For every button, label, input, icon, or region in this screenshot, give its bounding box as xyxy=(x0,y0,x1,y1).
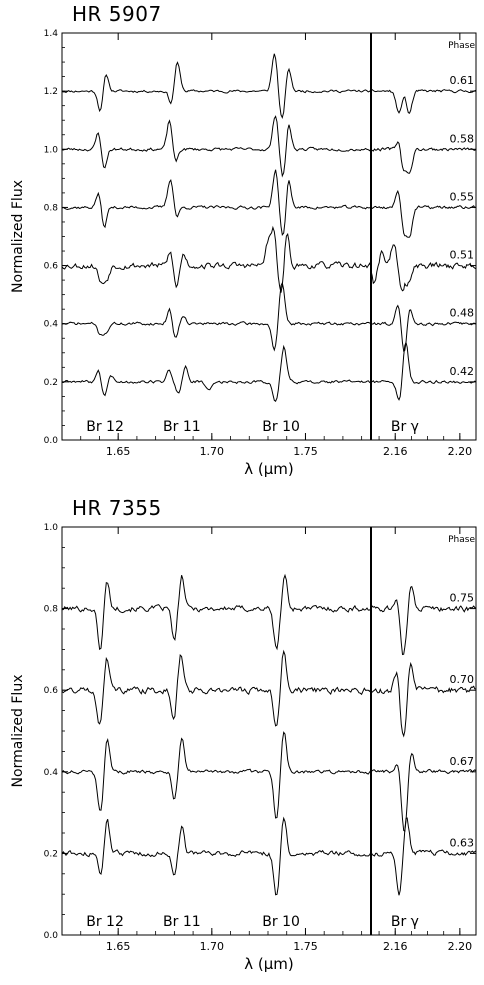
chart-title-hr7355: HR 7355 xyxy=(72,496,162,520)
spectrum-line-phase-0.55 xyxy=(61,169,477,238)
phase-header: Phase xyxy=(448,41,475,51)
spectrum-line-phase-0.75 xyxy=(61,573,477,656)
phase-label: 0.51 xyxy=(450,249,475,262)
x-tick-label: 1.75 xyxy=(293,445,318,458)
spectrum-line-phase-0.63 xyxy=(61,816,477,896)
line-id-label: Br 12 xyxy=(86,419,124,435)
line-id-label: Br 11 xyxy=(163,914,201,930)
x-tick-label: 2.20 xyxy=(448,445,473,458)
y-axis-label: Normalized Flux xyxy=(10,180,26,293)
x-tick-label: 1.75 xyxy=(293,940,318,953)
plot-hr7355: 0.0 0.2 0.4 0.6 0.8 1.0 1.65 1.70 1.75 2.16 2.20 No… xyxy=(10,523,477,973)
plot-hr5907: 0.0 0.2 0.4 0.6 0.8 1.0 1.2 1.4 1.65 1.70 1.75 2.16… xyxy=(10,29,477,478)
y-tick-label: 0.8 xyxy=(44,203,59,213)
y-tick-label: 1.2 xyxy=(44,87,58,97)
x-tick-label: 1.70 xyxy=(200,940,225,953)
spectrum-line-phase-0.70 xyxy=(61,649,477,738)
line-id-label: Br 10 xyxy=(262,419,300,435)
x-tick-label: 1.65 xyxy=(106,445,131,458)
phase-label: 0.61 xyxy=(450,74,475,87)
y-tick-label: 0.8 xyxy=(44,605,59,615)
phase-header: Phase xyxy=(448,535,475,545)
line-id-label: Br γ xyxy=(391,419,419,435)
y-tick-label: 0.4 xyxy=(44,768,59,778)
phase-label: 0.63 xyxy=(450,836,475,849)
y-axis-label: Normalized Flux xyxy=(10,675,26,788)
phase-label: 0.67 xyxy=(450,755,475,768)
y-tick-label: 0.0 xyxy=(44,931,59,941)
y-tick-label: 0.6 xyxy=(44,262,59,272)
y-tick-label: 1.0 xyxy=(44,523,59,533)
x-tick-label: 1.70 xyxy=(200,445,225,458)
plot-frame xyxy=(61,526,477,936)
y-tick-label: 0.0 xyxy=(44,436,59,446)
x-tick-label: 2.16 xyxy=(383,940,408,953)
phase-label: 0.75 xyxy=(450,592,475,605)
x-axis-label: λ (μm) xyxy=(244,460,294,478)
y-tick-label: 0.6 xyxy=(44,686,59,696)
spectrum-line-phase-0.51 xyxy=(61,225,477,293)
spectrum-line-phase-0.61 xyxy=(61,53,477,119)
spectrum-line-phase-0.58 xyxy=(61,115,477,178)
phase-label: 0.55 xyxy=(450,190,475,203)
y-tick-label: 0.4 xyxy=(44,320,59,330)
line-id-label: Br 10 xyxy=(262,914,300,930)
x-axis-label: λ (μm) xyxy=(244,955,294,973)
line-id-label: Br 12 xyxy=(86,914,124,930)
x-tick-label: 2.20 xyxy=(448,940,473,953)
spectrum-line-phase-0.42 xyxy=(61,340,477,402)
y-tick-label: 1.4 xyxy=(44,29,59,39)
phase-label: 0.58 xyxy=(450,132,475,145)
line-id-label: Br γ xyxy=(391,914,419,930)
x-tick-label: 2.16 xyxy=(383,445,408,458)
y-tick-label: 0.2 xyxy=(44,849,58,859)
phase-label: 0.70 xyxy=(450,673,475,686)
phase-label: 0.42 xyxy=(450,365,475,378)
y-tick-label: 1.0 xyxy=(44,145,59,155)
spectrum-line-phase-0.48 xyxy=(61,281,477,352)
spectrum-line-phase-0.67 xyxy=(61,731,477,833)
x-tick-label: 1.65 xyxy=(106,940,131,953)
line-id-label: Br 11 xyxy=(163,419,201,435)
y-tick-label: 0.2 xyxy=(44,378,58,388)
phase-label: 0.48 xyxy=(450,307,475,320)
chart-title-hr5907: HR 5907 xyxy=(72,2,162,26)
